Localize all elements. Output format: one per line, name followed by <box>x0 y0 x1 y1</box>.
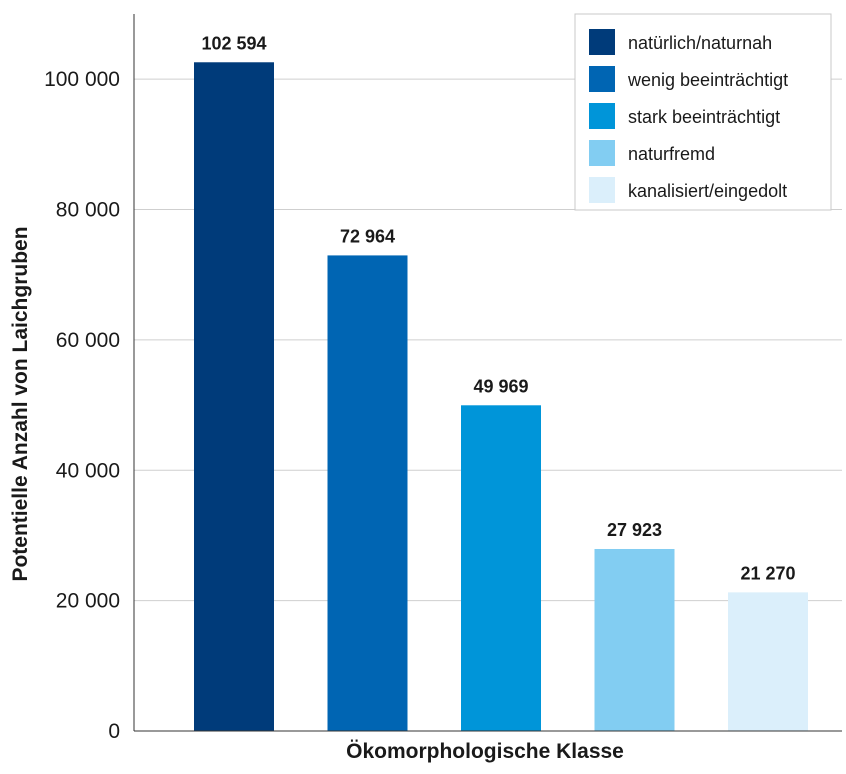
y-tick-label: 40 000 <box>56 459 120 482</box>
legend-label: stark beeinträchtigt <box>628 107 780 127</box>
legend-swatch <box>589 177 615 203</box>
bar-value-label: 27 923 <box>607 520 662 540</box>
x-axis-title: Ökomorphologische Klasse <box>346 740 624 763</box>
y-tick-labels: 0 20 000 40 000 60 000 80 000 100 000 <box>44 68 120 743</box>
bar-value-label: 102 594 <box>201 33 266 53</box>
bar <box>728 592 808 731</box>
bar <box>594 548 675 731</box>
bar-value-label: 49 969 <box>473 376 528 396</box>
bar <box>461 405 541 731</box>
y-tick-label: 80 000 <box>56 199 120 222</box>
value-labels: 102 594 72 964 49 969 27 923 21 270 <box>201 33 795 583</box>
y-tick-label: 60 000 <box>56 329 120 352</box>
legend-label: naturfremd <box>628 144 715 164</box>
bars <box>194 62 808 731</box>
legend-label: kanalisiert/eingedolt <box>628 181 787 201</box>
legend-label: natürlich/naturnah <box>628 33 772 53</box>
legend-items: natürlich/naturnah wenig beeinträchtigt st… <box>589 29 788 203</box>
legend: natürlich/naturnah wenig beeinträchtigt st… <box>574 13 832 211</box>
axes <box>133 14 842 732</box>
bar-value-label: 21 270 <box>740 563 795 583</box>
bar <box>194 62 274 731</box>
legend-swatch <box>589 29 615 55</box>
y-tick-label: 0 <box>108 720 120 743</box>
legend-swatch <box>589 66 615 92</box>
y-tick-label: 100 000 <box>44 68 120 91</box>
y-axis-title: Potentielle Anzahl von Laichgruben <box>9 226 32 581</box>
bar <box>327 255 408 731</box>
legend-box <box>574 13 832 211</box>
legend-label: wenig beeinträchtigt <box>627 70 788 90</box>
bar-value-label: 72 964 <box>340 226 395 246</box>
y-tick-label: 20 000 <box>56 590 120 613</box>
legend-swatch <box>589 140 615 166</box>
legend-swatch <box>589 103 615 129</box>
